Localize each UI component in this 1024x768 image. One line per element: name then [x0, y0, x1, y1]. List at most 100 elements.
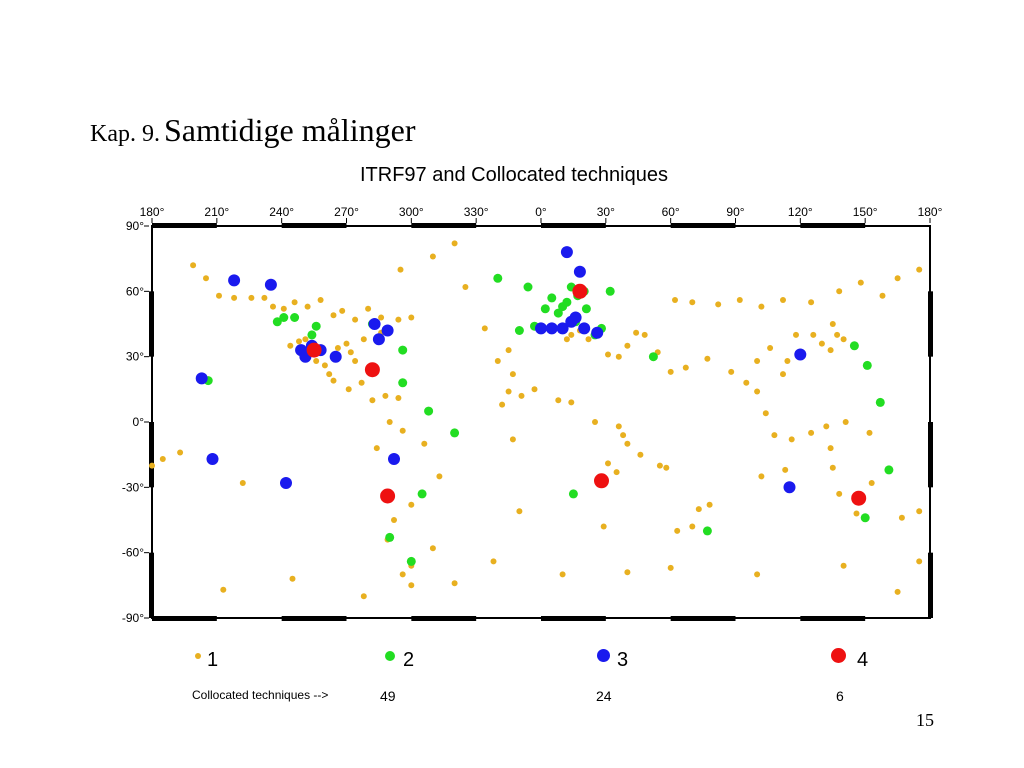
frame-bar-bottom [541, 616, 606, 621]
station-1 [823, 423, 830, 430]
station-1 [879, 292, 886, 299]
lat-tick-label: -60° [122, 546, 144, 560]
frame-bar-bottom [281, 616, 347, 621]
station-1 [518, 392, 525, 399]
station-1 [261, 294, 268, 301]
station-1 [481, 325, 488, 332]
station-1 [352, 316, 359, 323]
station-2 [311, 321, 321, 331]
station-1 [788, 436, 795, 443]
station-1 [667, 368, 674, 375]
legend-label-4: 4 [857, 649, 869, 671]
station-2 [417, 489, 427, 499]
station-1 [231, 294, 238, 301]
station-2 [523, 282, 533, 292]
station-1 [689, 523, 696, 530]
station-1 [754, 571, 761, 578]
station-1 [499, 401, 506, 408]
station-1 [505, 388, 512, 395]
frame-bar-bottom [152, 616, 217, 621]
station-2 [272, 317, 282, 327]
lon-tick-label: 180° [140, 205, 165, 219]
station-1 [216, 292, 222, 299]
lat-tick-label: 30° [126, 350, 144, 364]
station-2 [568, 489, 578, 499]
station-1 [842, 419, 849, 425]
station-1 [793, 331, 799, 338]
station-4 [594, 473, 609, 489]
station-1 [391, 517, 397, 523]
station-1 [656, 462, 663, 469]
station-2 [605, 286, 615, 296]
station-1 [840, 562, 847, 569]
station-2 [540, 304, 550, 314]
station-1 [462, 284, 469, 290]
station-1 [894, 275, 901, 282]
station-2 [860, 513, 870, 523]
station-1 [827, 347, 834, 354]
frame-bar-top [152, 223, 217, 228]
station-3 [578, 322, 591, 335]
station-2 [553, 308, 563, 318]
lon-tick-label: 0° [535, 205, 547, 219]
station-1 [754, 358, 761, 364]
station-1 [898, 514, 905, 521]
station-1 [345, 386, 352, 393]
station-1 [585, 336, 592, 343]
map-title: ITRF97 and Collocated techniques [360, 164, 668, 186]
station-3 [569, 311, 582, 324]
station-1 [421, 440, 428, 447]
station-3 [794, 348, 807, 361]
station-1 [248, 294, 255, 301]
station-2 [849, 341, 859, 351]
station-3 [228, 274, 241, 287]
station-1 [334, 345, 341, 351]
station-1 [637, 451, 644, 458]
station-3 [573, 265, 586, 278]
station-1 [287, 342, 294, 349]
frame-bar-top [281, 223, 347, 228]
frame-bar-bottom [411, 616, 477, 621]
station-1 [563, 336, 570, 343]
station-1 [330, 377, 337, 384]
station-1 [682, 364, 689, 371]
station-3 [591, 326, 604, 339]
lat-tick-label: -90° [122, 611, 144, 625]
station-3 [372, 333, 385, 346]
frame-bar-left [149, 291, 154, 357]
station-3 [381, 324, 394, 337]
legend-dot-1 [195, 653, 201, 659]
station-2 [581, 304, 591, 314]
frame-bar-left [149, 552, 154, 618]
station-1 [373, 445, 380, 452]
station-1 [302, 336, 309, 343]
frame-bar-right [928, 291, 933, 357]
station-1 [190, 262, 197, 269]
station-1 [531, 386, 538, 393]
map-frame: 180° 210° 240° 270° 300° 330° 0° 30° 60° 90° 120° 1… [122, 205, 943, 625]
station-3 [206, 453, 219, 465]
lon-tick-label: 330° [464, 205, 489, 219]
station-1 [695, 506, 702, 513]
station-3 [556, 322, 569, 335]
station-1 [736, 297, 743, 303]
legend-dot-4 [831, 648, 846, 663]
count-4: 6 [836, 688, 844, 704]
station-1 [296, 338, 302, 345]
station-1 [715, 301, 722, 308]
station-1 [624, 440, 631, 447]
station-1 [829, 464, 836, 471]
station-4 [380, 488, 396, 504]
frame-bar-top [670, 223, 736, 228]
lon-tick-label: 30° [597, 205, 615, 219]
station-1 [620, 432, 627, 439]
station-1 [834, 331, 841, 338]
station-1 [399, 427, 406, 434]
station-1 [624, 569, 631, 576]
station-1 [704, 355, 711, 362]
station-3 [368, 318, 381, 330]
station-1 [360, 593, 367, 600]
station-2 [385, 532, 395, 542]
station-1 [395, 316, 402, 323]
